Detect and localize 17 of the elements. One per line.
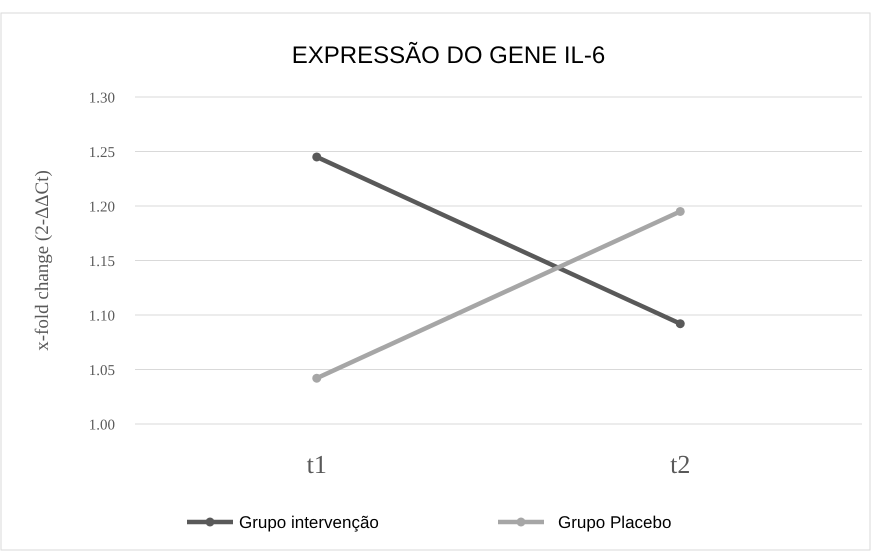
legend-label: Grupo intervenção <box>239 512 379 532</box>
y-tick-label: 1.00 <box>88 417 115 434</box>
y-tick-label: 1.30 <box>88 90 115 106</box>
y-tick-label: 1.05 <box>88 362 115 379</box>
y-axis-title: x-fold change (2-ΔΔCt) <box>32 170 53 351</box>
point <box>676 206 685 216</box>
y-tick-label: 1.25 <box>88 144 115 161</box>
point <box>312 374 322 383</box>
y-tick-label: 1.10 <box>88 308 115 324</box>
y-tick-label: 1.15 <box>88 254 115 270</box>
legend-label: Grupo Placebo <box>558 512 672 532</box>
chart-title: EXPRESSÃO DO GENE IL-6 <box>292 41 606 69</box>
x-tick-label: t2 <box>670 450 690 479</box>
point <box>676 319 685 328</box>
y-tick-label: 1.20 <box>88 199 115 216</box>
point <box>312 152 322 162</box>
x-tick-label: t1 <box>306 450 327 479</box>
